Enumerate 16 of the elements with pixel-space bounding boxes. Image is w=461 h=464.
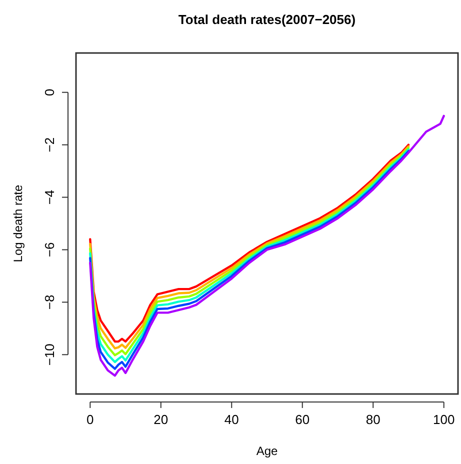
y-tick-label: −6 <box>42 242 57 258</box>
y-axis-title: Log death rate <box>11 184 25 262</box>
x-tick-label: 80 <box>366 412 380 427</box>
y-tick-label: −2 <box>42 137 57 152</box>
chart-title: Total death rates(2007−2056) <box>178 12 356 27</box>
y-tick-label: 0 <box>42 88 57 96</box>
y-tick-label: −10 <box>42 344 57 366</box>
x-tick-label: 20 <box>154 412 168 427</box>
y-tick-label: −8 <box>42 294 57 310</box>
x-tick-label: 0 <box>86 412 94 427</box>
x-tick-label: 100 <box>433 412 455 427</box>
y-tick-label: −4 <box>42 190 57 205</box>
x-tick-label: 60 <box>295 412 310 427</box>
x-axis-title: Age <box>256 444 278 458</box>
x-tick-label: 40 <box>224 412 239 427</box>
line-series <box>89 114 445 377</box>
